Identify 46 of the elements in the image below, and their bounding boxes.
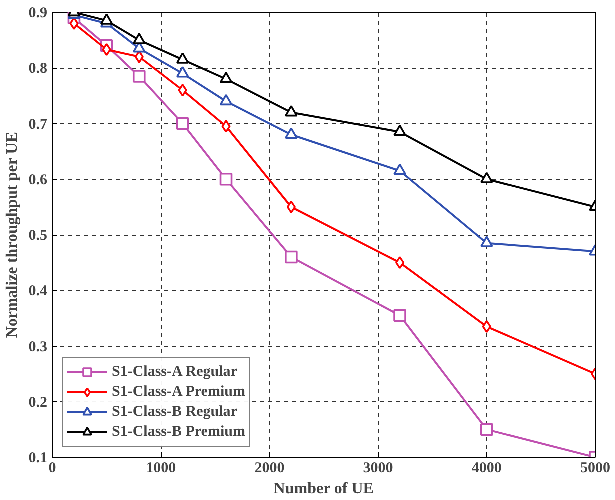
point: [222, 120, 231, 133]
point: [178, 84, 188, 97]
point: [480, 172, 494, 184]
x-tick-label: 4000: [472, 460, 502, 476]
x-axis-title: Number of UE: [274, 480, 374, 498]
point: [480, 236, 494, 248]
point: [394, 124, 406, 136]
point: [394, 309, 406, 322]
point: [482, 320, 492, 334]
y-tick-label: 0.8: [28, 61, 48, 78]
x-tick-label: 5000: [580, 460, 610, 476]
point: [176, 66, 190, 78]
point: [132, 33, 146, 44]
point: [176, 52, 190, 64]
y-axis-title: Normalize throughput per UE: [4, 132, 21, 338]
y-tick-label: 0.7: [28, 116, 48, 133]
legend-label: S1-Class-A Regular: [112, 364, 238, 380]
point: [176, 117, 190, 130]
y-tick-label: 0.6: [28, 172, 48, 188]
legend-label: S1-Class-B Premium: [112, 424, 246, 440]
point: [394, 164, 406, 176]
point: [100, 14, 114, 25]
point: [220, 172, 233, 186]
y-tick-label: 0.1: [28, 450, 48, 466]
point: [395, 256, 405, 270]
point: [480, 423, 494, 436]
point: [132, 70, 146, 83]
point: [220, 72, 233, 84]
y-tick-label: 0.9: [28, 6, 48, 22]
y-tick-label: 0.5: [28, 228, 48, 244]
x-tick-label: 3000: [363, 460, 394, 476]
point: [285, 105, 298, 117]
point: [102, 43, 112, 56]
point: [285, 250, 298, 264]
x-tick-label: 1000: [146, 460, 176, 476]
point: [286, 200, 296, 214]
x-tick-label: 0: [48, 460, 56, 476]
y-tick-label: 0.4: [28, 284, 48, 300]
y-tick-label: 0.2: [28, 394, 48, 411]
point: [220, 94, 233, 106]
point: [70, 17, 79, 30]
legend-label: S1-Class-A Premium: [112, 384, 246, 400]
point: [285, 128, 298, 139]
x-tick-label: 2000: [254, 460, 285, 476]
y-tick-label: 0.3: [28, 339, 48, 356]
legend-label: S1-Class-B Regular: [112, 404, 238, 420]
